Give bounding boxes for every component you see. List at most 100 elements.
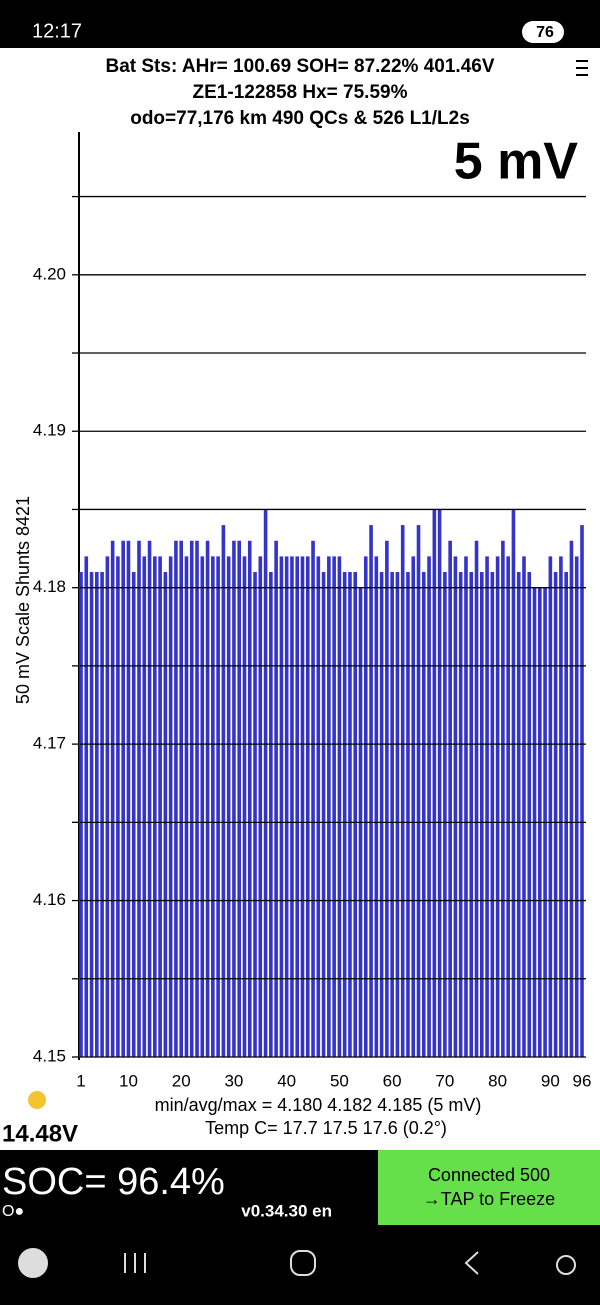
bar — [474, 540, 479, 1057]
freeze-button[interactable]: Connected 500 →TAP to Freeze — [378, 1150, 600, 1225]
bar — [337, 556, 342, 1057]
soc: SOC= 96.4% — [2, 1161, 225, 1203]
battery-level: 76 — [536, 24, 554, 41]
bar — [184, 556, 189, 1057]
bar — [342, 572, 347, 1057]
button-bg[interactable] — [378, 1150, 600, 1225]
bar — [490, 572, 495, 1057]
bar — [443, 572, 447, 1057]
bar — [153, 556, 157, 1057]
recents-button[interactable] — [124, 1253, 146, 1273]
bar — [221, 525, 226, 1057]
bar — [416, 525, 421, 1057]
bar — [195, 540, 199, 1057]
bar — [458, 572, 463, 1057]
bar — [253, 572, 257, 1057]
bar — [263, 509, 268, 1057]
x-tick-label: 50 — [330, 1071, 349, 1090]
bar — [332, 556, 336, 1057]
header-line: Bat Sts: AHr= 100.69 SOH= 87.22% 401.46V — [105, 56, 494, 77]
bar — [548, 556, 553, 1057]
x-tick-label: 40 — [277, 1071, 296, 1090]
bar — [95, 572, 99, 1057]
bar — [379, 572, 384, 1057]
bar — [200, 556, 205, 1057]
bar — [226, 556, 231, 1057]
x-tick-label: 70 — [435, 1071, 454, 1090]
bar — [216, 556, 220, 1057]
bar — [374, 556, 379, 1057]
bar — [390, 572, 394, 1057]
bar — [516, 572, 521, 1057]
home-button[interactable] — [290, 1250, 316, 1276]
bar — [559, 556, 563, 1057]
aux-voltage: 14.48V — [2, 1120, 78, 1147]
button-text[interactable]: Connected 500 — [428, 1165, 550, 1185]
y-tick-label: 4.17 — [33, 734, 66, 753]
back-button[interactable] — [464, 1251, 479, 1275]
x-tick-label: 10 — [119, 1071, 138, 1090]
bar — [480, 572, 484, 1057]
bar — [211, 556, 215, 1057]
bar — [453, 556, 458, 1057]
x-tick-label: 80 — [488, 1071, 507, 1090]
stats-line: Temp C= 17.7 17.5 17.6 (0.2°) — [205, 1118, 447, 1138]
bar — [247, 540, 252, 1057]
x-tick-label: 1 — [76, 1071, 85, 1090]
bar — [327, 556, 331, 1057]
bar — [348, 572, 352, 1057]
version: v0.34.30 en — [241, 1201, 332, 1220]
bar — [311, 540, 315, 1057]
bar — [411, 556, 416, 1057]
bar — [242, 556, 247, 1057]
bar — [527, 572, 532, 1057]
x-tick-label: 96 — [573, 1071, 592, 1090]
bar — [79, 572, 83, 1057]
y-tick-label: 4.19 — [33, 421, 66, 440]
bar — [147, 540, 152, 1057]
bar — [295, 556, 300, 1057]
bar — [142, 556, 147, 1057]
scale-annotation: 5 mV — [454, 133, 579, 191]
stats-line: min/avg/max = 4.180 4.182 4.185 (5 mV) — [155, 1095, 482, 1115]
touch-lock-icon[interactable] — [556, 1255, 576, 1275]
y-tick-label: 4.18 — [33, 577, 66, 596]
x-tick-label: 90 — [541, 1071, 560, 1090]
bar — [385, 540, 389, 1057]
bar — [400, 525, 405, 1057]
bar — [316, 556, 321, 1057]
bar — [432, 509, 437, 1057]
y-tick-label: 4.16 — [33, 890, 66, 909]
button-text[interactable]: →TAP to Freeze — [423, 1189, 555, 1209]
bar — [511, 509, 516, 1057]
nav-bar — [18, 1248, 576, 1278]
bar — [506, 556, 510, 1057]
bar — [205, 540, 210, 1057]
bar — [553, 572, 558, 1057]
bar — [126, 540, 131, 1057]
bar — [84, 556, 89, 1057]
bar — [369, 525, 373, 1057]
bar — [121, 540, 125, 1057]
header-line: odo=77,176 km 490 QCs & 526 L1/L2s — [130, 108, 470, 129]
battery-icon — [522, 21, 564, 43]
bar — [300, 556, 305, 1057]
bar — [427, 556, 431, 1057]
bar — [163, 572, 168, 1057]
bar — [501, 540, 505, 1057]
y-tick-label: 4.20 — [33, 264, 66, 283]
bar — [406, 572, 410, 1057]
bar — [305, 556, 310, 1057]
game-icon[interactable] — [18, 1248, 48, 1278]
bar — [569, 540, 574, 1057]
y-axis-title: 50 mV Scale Shunts 8421 — [13, 496, 33, 704]
bar — [279, 556, 284, 1057]
bar — [495, 556, 500, 1057]
bar — [110, 540, 115, 1057]
bar — [179, 540, 183, 1057]
menu-button[interactable] — [576, 60, 588, 76]
bar — [274, 540, 278, 1057]
bar — [137, 540, 141, 1057]
status-time: 12:17 — [32, 20, 82, 42]
